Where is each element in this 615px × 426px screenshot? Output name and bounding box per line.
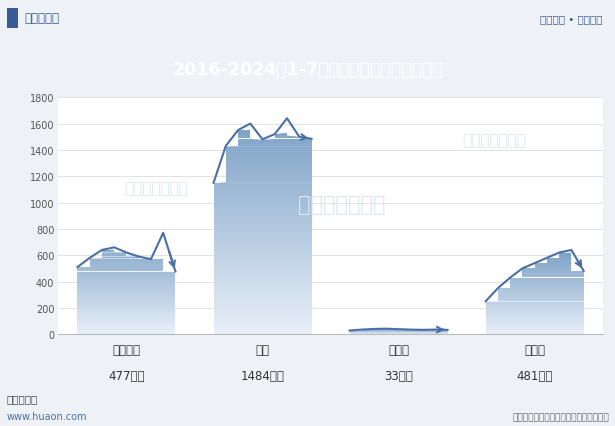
Bar [7,9,18,29]
Text: 华经产业研究院: 华经产业研究院 [298,194,385,214]
Text: 481亿元: 481亿元 [517,369,553,383]
Text: 华经产业研究院: 华经产业研究院 [124,180,188,195]
Text: 健康险: 健康险 [524,343,545,356]
Text: 2016-2024年1-7月山东保险分险种收入统计: 2016-2024年1-7月山东保险分险种收入统计 [172,61,443,79]
Text: 资料来源：保监会；华经产业研究院整理: 资料来源：保监会；华经产业研究院整理 [512,412,609,421]
Text: 专业严谨 • 客观科学: 专业严谨 • 客观科学 [540,14,603,24]
Text: 寿险: 寿险 [255,343,269,356]
Text: 财产保险: 财产保险 [113,343,140,356]
Text: 1484亿元: 1484亿元 [240,369,285,383]
Text: 单位：亿元: 单位：亿元 [6,393,38,403]
Text: 33亿元: 33亿元 [384,369,413,383]
Text: www.huaon.com: www.huaon.com [6,412,87,421]
Text: 477亿元: 477亿元 [108,369,145,383]
Text: 意外险: 意外险 [388,343,409,356]
Text: 华经产业研究院: 华经产业研究院 [462,133,526,148]
Text: 华经情报网: 华经情报网 [25,12,60,25]
